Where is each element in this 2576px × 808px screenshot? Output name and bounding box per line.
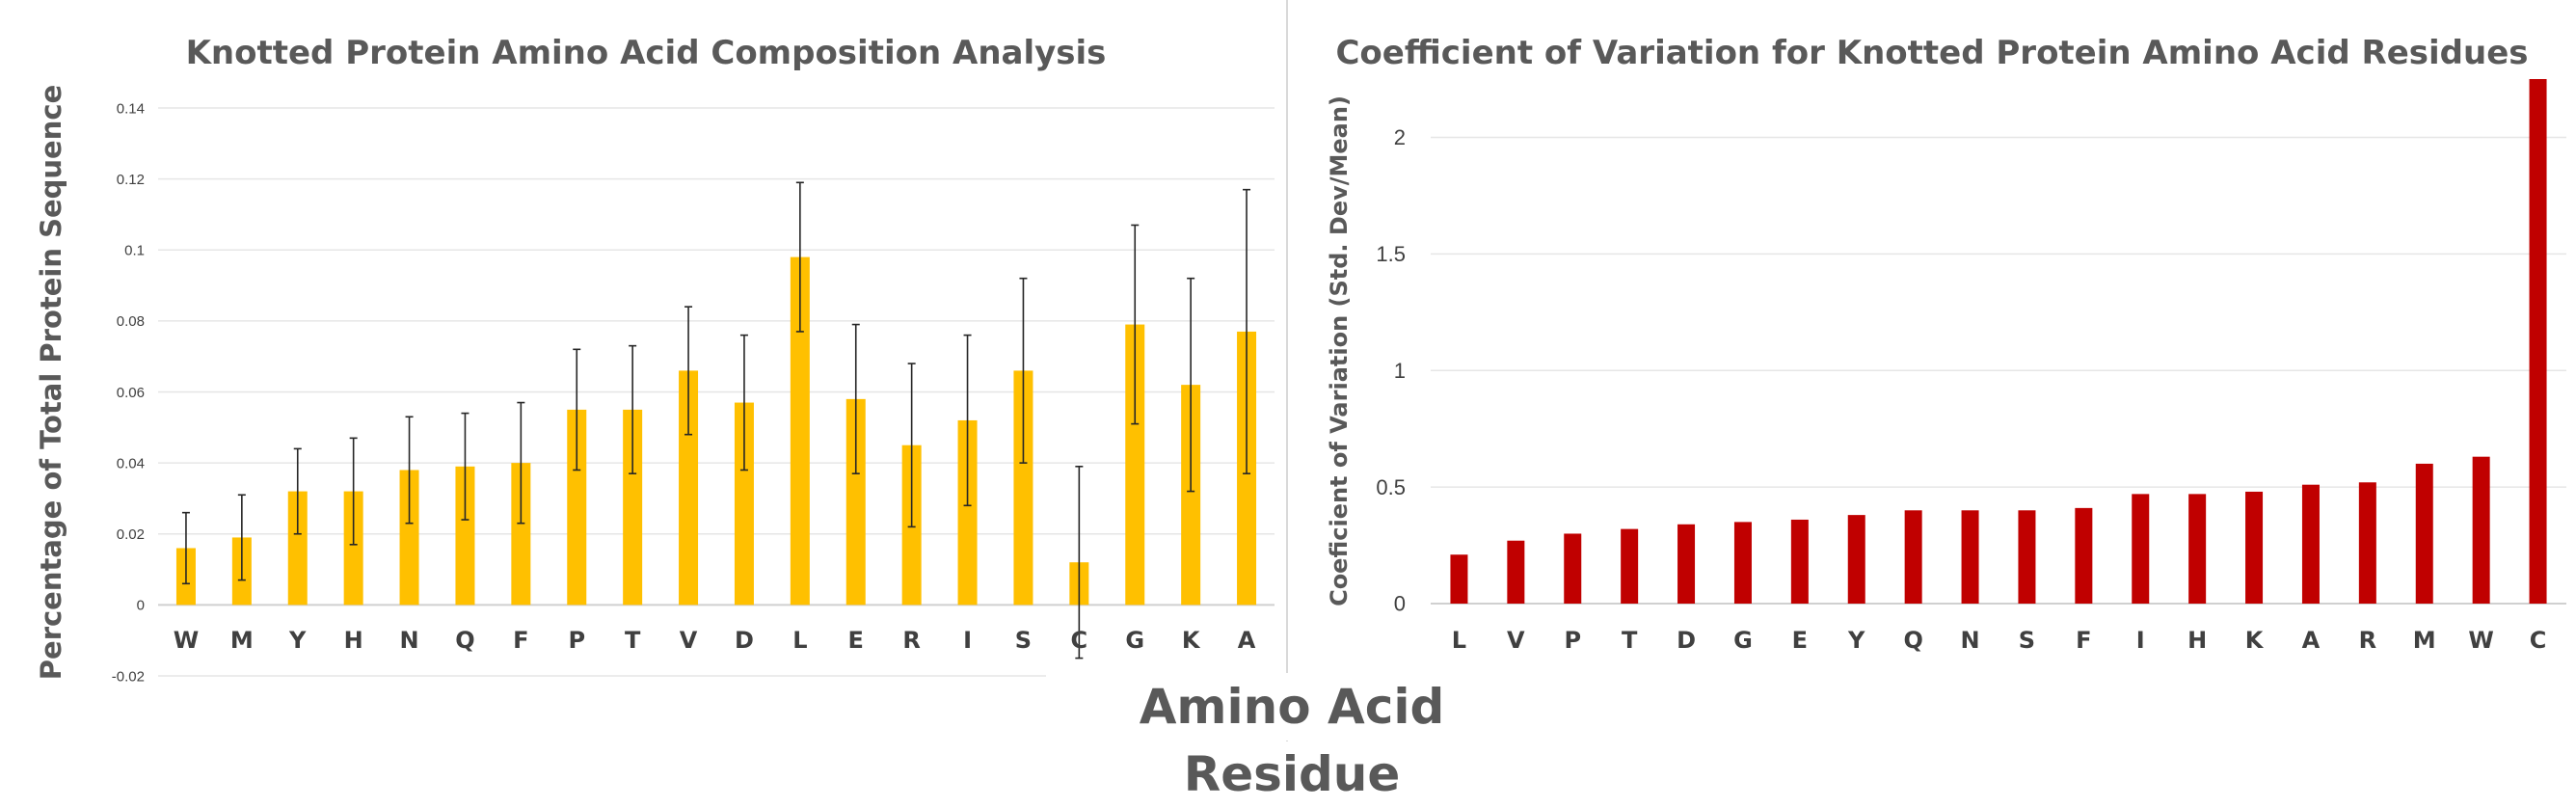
bar-E — [845, 398, 866, 606]
x-tick-label-H: H — [344, 627, 363, 654]
bar-Q — [1904, 510, 1922, 604]
chart-title: Knotted Protein Amino Acid Composition A… — [186, 34, 1107, 72]
x-tick-label-N: N — [1961, 627, 1980, 654]
x-tick-label-Y: Y — [1847, 627, 1865, 654]
bar-D — [1677, 524, 1696, 604]
x-tick-label-C: C — [2530, 627, 2547, 654]
x-tick-label-Y: Y — [288, 627, 307, 654]
x-tick-label-K: K — [1182, 627, 1201, 654]
x-tick-label-H: H — [2187, 627, 2207, 654]
bar-K — [2245, 491, 2264, 604]
chart-title: Coefficient of Variation for Knotted Pro… — [1335, 34, 2528, 72]
x-tick-label-N: N — [400, 627, 419, 654]
bar-I — [957, 419, 978, 606]
bar-N — [1961, 510, 1979, 604]
y-tick-label: 0.14 — [117, 100, 145, 117]
x-tick-label-L: L — [792, 627, 807, 654]
bar-I — [2132, 494, 2150, 604]
y-tick-label: 0.06 — [117, 385, 145, 401]
bar-G — [1125, 324, 1145, 606]
composition-chart: Knotted Protein Amino Acid Composition A… — [35, 34, 1275, 685]
bar-T — [1621, 528, 1639, 604]
bar-A — [2301, 484, 2320, 604]
bar-C — [2529, 79, 2547, 604]
x-tick-label-M: M — [2413, 627, 2436, 654]
cv-chart: Coefficient of Variation for Knotted Pro… — [1326, 34, 2566, 654]
y-tick-label: 0.08 — [117, 313, 145, 330]
y-tick-label: 1 — [1394, 359, 1406, 383]
bar-T — [623, 409, 643, 606]
bar-V — [1507, 540, 1525, 604]
shared-x-axis-title: Amino Acid Residue — [1046, 673, 1538, 802]
y-axis-title: Coeficient of Variation (Std. Dev/Mean) — [1326, 95, 1353, 606]
x-tick-label-C: C — [1071, 627, 1088, 654]
composition-chart-panel: Knotted Protein Amino Acid Composition A… — [0, 0, 1288, 741]
bar-L — [790, 256, 810, 606]
y-tick-label: 0 — [137, 598, 145, 614]
x-tick-label-D: D — [1677, 627, 1696, 654]
bar-Y — [1847, 515, 1865, 604]
x-tick-label-I: I — [2136, 627, 2145, 654]
bar-P — [1564, 533, 1582, 604]
bar-Q — [455, 466, 475, 606]
bar-Y — [287, 491, 308, 606]
x-tick-label-G: G — [1125, 627, 1144, 654]
bar-K — [1181, 385, 1201, 606]
x-tick-label-A: A — [1238, 627, 1256, 654]
x-tick-label-K: K — [2245, 627, 2265, 654]
bar-S — [1013, 370, 1033, 606]
bar-W — [2472, 456, 2490, 604]
bar-F — [2075, 507, 2093, 604]
y-tick-label: 0.04 — [117, 455, 145, 471]
x-tick-label-R: R — [902, 627, 920, 654]
x-tick-label-Q: Q — [1903, 627, 1922, 654]
x-tick-label-V: V — [1507, 627, 1525, 654]
y-tick-label: 0.1 — [124, 243, 145, 259]
bar-M — [2415, 463, 2433, 604]
x-tick-label-P: P — [568, 627, 585, 654]
bar-F — [511, 463, 531, 606]
x-tick-label-I: I — [963, 627, 972, 654]
x-tick-label-G: G — [1733, 627, 1753, 654]
x-tick-label-E: E — [848, 627, 864, 654]
x-tick-label-T: T — [625, 627, 641, 654]
x-tick-label-F: F — [513, 627, 528, 654]
bar-N — [399, 470, 419, 606]
x-tick-label-S: S — [1015, 627, 1032, 654]
x-tick-label-V: V — [680, 627, 698, 654]
y-tick-label: 0.12 — [117, 172, 145, 188]
x-tick-label-L: L — [1452, 627, 1466, 654]
bar-E — [1790, 519, 1809, 604]
x-tick-label-D: D — [735, 627, 754, 654]
x-tick-label-W: W — [2468, 627, 2493, 654]
bar-L — [1450, 554, 1468, 604]
x-tick-label-W: W — [174, 627, 199, 654]
y-tick-label: 0.02 — [117, 526, 145, 543]
x-tick-label-Q: Q — [455, 627, 474, 654]
x-tick-label-E: E — [1792, 627, 1808, 654]
x-tick-label-F: F — [2076, 627, 2091, 654]
y-tick-label: 2 — [1394, 125, 1406, 149]
y-tick-label: 1.5 — [1376, 242, 1406, 266]
x-tick-label-T: T — [1622, 627, 1638, 654]
x-tick-label-M: M — [230, 627, 254, 654]
y-tick-label: 0.5 — [1376, 475, 1406, 499]
x-tick-label-P: P — [1564, 627, 1581, 654]
bar-G — [1733, 522, 1752, 604]
bar-R — [2358, 482, 2376, 604]
bar-P — [567, 409, 587, 606]
bar-V — [679, 370, 699, 606]
x-tick-label-S: S — [2019, 627, 2035, 654]
x-tick-label-A: A — [2302, 627, 2321, 654]
y-axis-title: Percentage of Total Protein Sequence — [35, 85, 67, 680]
y-tick-label: 0 — [1394, 592, 1406, 616]
x-tick-label-R: R — [2359, 627, 2376, 654]
bar-H — [343, 491, 363, 606]
bar-D — [734, 402, 754, 606]
bar-H — [2188, 494, 2207, 604]
cv-chart-panel: Coefficient of Variation for Knotted Pro… — [1288, 0, 2576, 741]
y-tick-label: -0.02 — [112, 668, 145, 685]
bar-S — [2018, 510, 2036, 604]
